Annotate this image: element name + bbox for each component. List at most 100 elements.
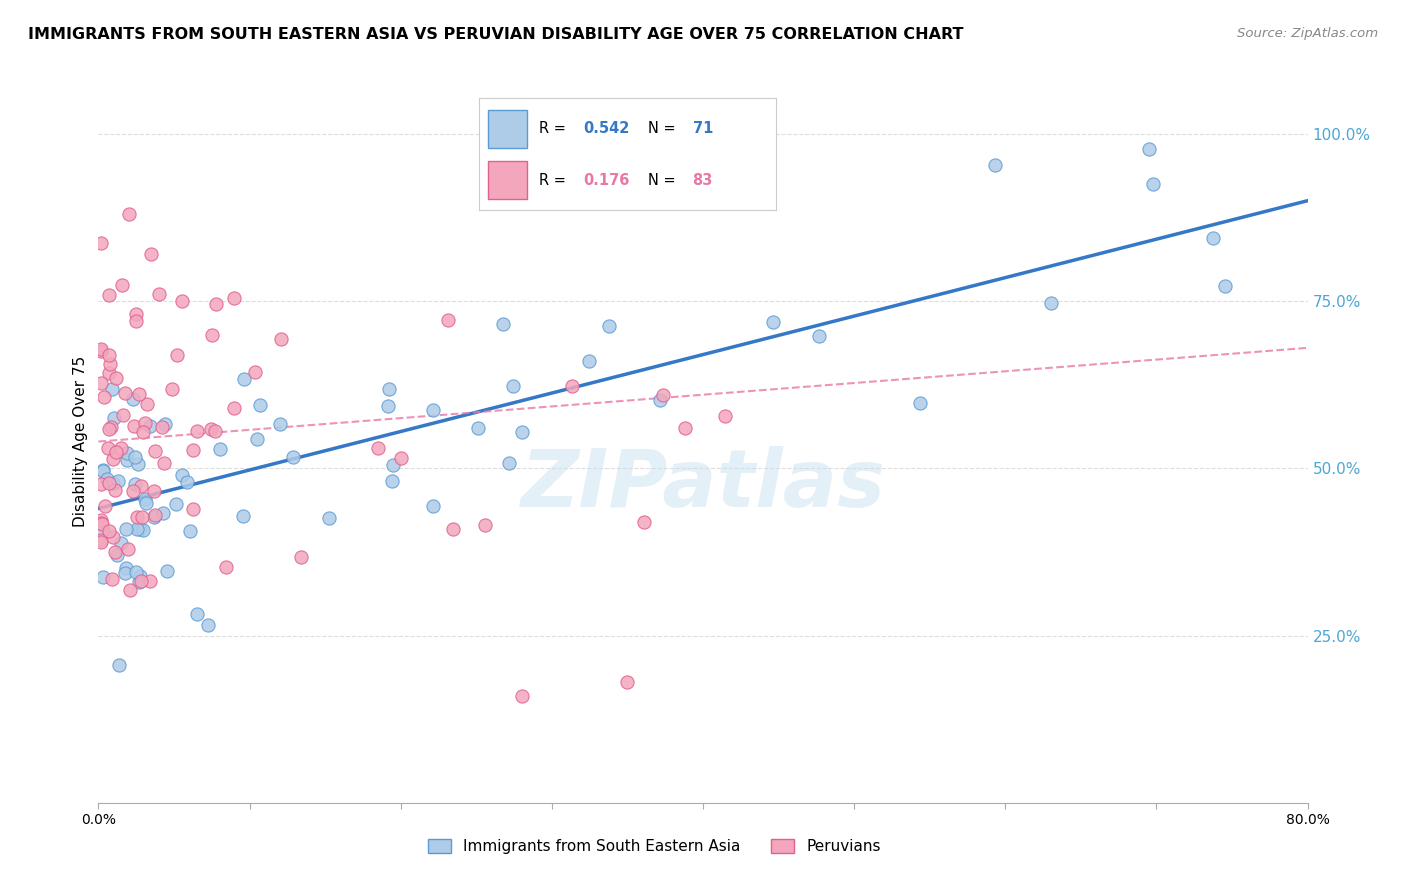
Point xyxy=(1215,278,1237,293)
Point xyxy=(108,658,131,673)
Point xyxy=(131,509,153,524)
Point xyxy=(201,327,224,342)
Point xyxy=(205,297,228,311)
Point xyxy=(441,522,464,536)
Point xyxy=(134,417,156,431)
Point xyxy=(377,382,399,396)
Point xyxy=(673,420,696,434)
Point xyxy=(120,583,142,598)
Point xyxy=(1142,178,1164,192)
Point xyxy=(165,497,187,511)
Point xyxy=(153,456,176,470)
Point xyxy=(129,522,152,536)
Legend: Immigrants from South Eastern Asia, Peruvians: Immigrants from South Eastern Asia, Peru… xyxy=(422,833,887,860)
Point xyxy=(652,388,675,402)
Point xyxy=(762,315,785,329)
Point xyxy=(98,476,121,491)
Point xyxy=(117,453,139,467)
Text: ZIPatlas: ZIPatlas xyxy=(520,446,886,524)
Point xyxy=(382,458,405,473)
Point xyxy=(110,441,132,455)
Point xyxy=(474,518,496,533)
Point xyxy=(105,445,128,459)
Point xyxy=(122,392,145,406)
Point xyxy=(124,566,146,580)
Y-axis label: Disability Age Over 75: Disability Age Over 75 xyxy=(73,356,89,527)
Point xyxy=(142,509,165,524)
Point xyxy=(181,443,204,458)
Point xyxy=(90,534,112,549)
Point xyxy=(389,451,412,466)
Point xyxy=(498,456,520,470)
Point xyxy=(128,386,150,401)
Point xyxy=(128,574,150,589)
Point xyxy=(114,386,136,401)
Point xyxy=(131,574,153,588)
Point xyxy=(422,499,444,513)
Point xyxy=(98,422,121,436)
Point xyxy=(125,308,148,322)
Point xyxy=(197,617,219,632)
Point xyxy=(114,566,136,580)
Point xyxy=(318,510,340,524)
Point xyxy=(1202,230,1225,244)
Point xyxy=(131,479,153,493)
Point xyxy=(179,524,201,538)
Point xyxy=(422,403,444,417)
Point xyxy=(281,450,304,464)
Point xyxy=(103,545,125,559)
Point xyxy=(367,441,389,455)
Point xyxy=(132,425,155,439)
Point xyxy=(90,476,112,491)
Point xyxy=(90,376,112,390)
Point xyxy=(103,530,125,544)
Point xyxy=(714,409,737,423)
Point xyxy=(90,533,112,547)
Point xyxy=(176,475,198,490)
Point xyxy=(105,370,128,384)
Point xyxy=(139,574,162,588)
Point xyxy=(160,382,183,396)
Point xyxy=(150,420,173,434)
Point xyxy=(98,357,121,371)
Point xyxy=(127,458,149,472)
Point xyxy=(598,319,620,334)
Point xyxy=(115,561,138,575)
Point xyxy=(132,523,155,537)
Point xyxy=(98,288,121,302)
Point xyxy=(139,418,162,433)
Point xyxy=(97,441,120,455)
Point xyxy=(122,483,145,498)
Point xyxy=(181,502,204,516)
Point xyxy=(381,474,404,488)
Point xyxy=(101,452,124,467)
Point xyxy=(112,409,135,423)
Point xyxy=(124,450,146,465)
Point xyxy=(100,419,122,434)
Point xyxy=(110,277,132,292)
Point xyxy=(110,536,132,550)
Point xyxy=(115,446,138,460)
Point xyxy=(492,317,515,331)
Point xyxy=(186,607,208,621)
Point xyxy=(616,675,638,690)
Point xyxy=(135,496,157,510)
Point xyxy=(117,541,139,556)
Point xyxy=(101,572,124,586)
Point xyxy=(107,474,129,488)
Point xyxy=(232,372,254,386)
Point xyxy=(152,506,174,520)
Point xyxy=(97,366,120,380)
Point xyxy=(155,417,177,432)
Point xyxy=(97,524,120,538)
Point xyxy=(1137,142,1160,156)
Point xyxy=(290,550,312,565)
Point xyxy=(269,417,291,432)
Point xyxy=(561,379,583,393)
Point xyxy=(135,397,157,411)
Point xyxy=(1039,296,1062,310)
Point xyxy=(90,513,112,527)
Point xyxy=(90,342,112,356)
Point xyxy=(101,476,124,491)
Point xyxy=(90,236,112,251)
